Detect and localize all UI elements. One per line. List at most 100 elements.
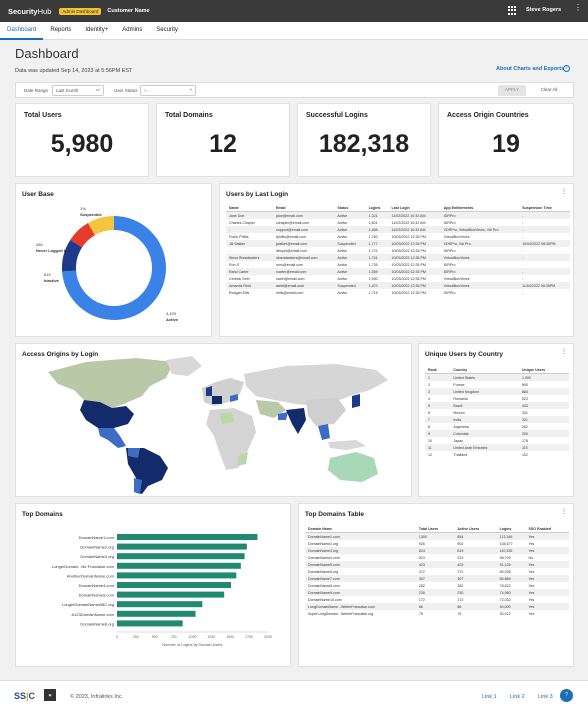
map-region-indonesia[interactable] <box>328 440 366 450</box>
footer-link-2[interactable]: Link 2 <box>510 694 525 700</box>
map-region-argentina[interactable] <box>134 478 142 494</box>
bar[interactable] <box>117 582 232 588</box>
label-active: Active <box>166 317 179 322</box>
bar[interactable] <box>117 534 258 540</box>
more-vert-icon[interactable]: ⋮ <box>561 189 567 195</box>
table-cell: 321 <box>518 416 569 423</box>
domains-table: Domain Name Total Users Active Users Logins… <box>305 525 569 617</box>
table-cell: 902 <box>457 541 464 546</box>
map-region-japan[interactable] <box>352 394 360 408</box>
table-cell: Yes <box>528 541 535 546</box>
map-region-canada[interactable] <box>48 358 174 408</box>
kpi-label: Successful Logins <box>306 112 368 119</box>
table-cell: 1 <box>425 373 451 381</box>
bar[interactable] <box>117 553 245 560</box>
map-region-romania[interactable] <box>230 394 238 402</box>
world-map[interactable] <box>16 344 413 498</box>
table-row: DomainName4.com 523 523 98,709 No <box>305 554 569 561</box>
footer-link-1[interactable]: Link 1 <box>482 694 497 700</box>
bar[interactable] <box>117 562 241 569</box>
map-region-middle-east[interactable] <box>256 400 286 418</box>
table-cell: dbuyer@email.com <box>275 248 307 253</box>
map-region-mexico[interactable] <box>98 428 126 448</box>
column-header[interactable]: Domain Name <box>305 525 416 533</box>
info-icon[interactable]: i <box>563 65 570 72</box>
bar[interactable] <box>117 620 183 627</box>
map-region-uae[interactable] <box>278 412 288 420</box>
kpi-total-users: Total Users 5,980 <box>15 103 149 177</box>
map-region-uk[interactable] <box>206 386 212 396</box>
table-cell: Yes <box>525 575 569 582</box>
map-region-france[interactable] <box>212 396 222 404</box>
table-cell: 10/03/2022 12:35 PM <box>388 254 441 261</box>
map-region-greenland[interactable] <box>166 356 202 376</box>
bar[interactable] <box>117 601 203 608</box>
app-logo[interactable]: SecurityHub <box>8 6 52 16</box>
tab-reports[interactable]: Reports <box>50 27 72 33</box>
column-header[interactable]: Email <box>272 204 335 212</box>
bar-category-label: DomainName5.com <box>79 593 115 598</box>
map-region-south-africa[interactable] <box>238 452 248 466</box>
tab-dashboard[interactable]: Dashboard <box>0 22 44 40</box>
about-charts-link[interactable]: About Charts and Exports <box>496 66 565 72</box>
map-region-russia[interactable] <box>244 364 388 406</box>
column-header[interactable]: Rank <box>425 366 451 374</box>
map-region-thailand[interactable] <box>318 424 330 440</box>
column-header[interactable]: App Entitlements <box>440 204 520 212</box>
slice-suspended[interactable] <box>87 216 114 236</box>
map-region-china[interactable] <box>306 398 346 426</box>
column-header[interactable]: Unique Users <box>518 366 569 374</box>
table-cell: India <box>450 416 519 423</box>
map-region-usa[interactable] <box>80 400 134 428</box>
user-menu[interactable]: Steve Rogers <box>526 7 562 13</box>
more-vert-icon[interactable]: ⋮ <box>561 349 567 355</box>
column-header[interactable]: Suspension Time <box>519 204 570 212</box>
bar[interactable] <box>117 572 237 579</box>
column-header[interactable]: Last Login <box>388 204 441 212</box>
help-icon[interactable]: ? <box>560 689 573 702</box>
slice-never-logged-in[interactable] <box>70 223 95 248</box>
apply-button[interactable]: APPLY <box>498 85 526 96</box>
bar[interactable] <box>117 610 196 617</box>
table-cell: United Kingdom <box>450 388 519 395</box>
table-cell: 423 <box>415 561 455 568</box>
map-region-north-africa[interactable] <box>220 412 234 424</box>
table-cell: Reagan Ellis <box>229 290 250 295</box>
column-header[interactable]: Name <box>226 204 273 212</box>
column-header[interactable]: Total Users <box>415 525 455 533</box>
clear-all-button[interactable]: Clear All <box>540 87 558 92</box>
table-cell: 230 <box>415 589 455 596</box>
date-range-select[interactable]: Last month ▭ <box>52 85 104 96</box>
more-vert-icon[interactable]: ⋮ <box>561 509 567 515</box>
column-header[interactable]: Logins <box>365 204 389 212</box>
table-cell: - <box>519 254 570 261</box>
map-region-australia[interactable] <box>328 452 378 482</box>
table-cell: No <box>528 555 534 560</box>
slice-inactive[interactable] <box>62 239 83 272</box>
footer-link-3[interactable]: Link 3 <box>538 694 553 700</box>
table-cell: 11/02/2022 10:32 AM <box>391 220 426 225</box>
user-status-select[interactable]: A... ▾ <box>140 85 196 96</box>
apps-grid-icon[interactable] <box>508 6 517 15</box>
column-header[interactable]: Active Users <box>454 525 497 533</box>
table-cell: 10/03/2022 12:35 PM <box>391 290 426 295</box>
tab-identity[interactable]: Identity+ <box>85 27 109 33</box>
tab-security[interactable]: Security <box>156 27 178 33</box>
column-header[interactable]: Status <box>334 204 366 212</box>
bar-category-label: DomainName2.org <box>80 545 114 550</box>
table-row: Reagan Ellis rellis@email.com Active 1,715 1… <box>226 289 570 296</box>
column-header[interactable]: Logins <box>496 525 526 533</box>
column-header[interactable]: Country <box>450 366 519 374</box>
table-cell: Active <box>337 290 348 295</box>
map-region-india[interactable] <box>286 408 306 434</box>
column-header[interactable]: SSO Enabled <box>525 525 569 533</box>
bar[interactable] <box>117 591 225 598</box>
table-row: DomainName8.com 282 282 78,622 Yes <box>305 582 569 589</box>
table-cell: Yes <box>528 569 535 574</box>
bar[interactable] <box>117 543 247 550</box>
tab-admins[interactable]: Admins <box>122 27 143 33</box>
table-cell: cseth@email.com <box>275 276 305 281</box>
map-region-colombia[interactable] <box>128 448 140 458</box>
customer-name[interactable]: Customer Name <box>107 8 150 14</box>
more-vert-icon[interactable]: ⋮ <box>574 3 582 12</box>
